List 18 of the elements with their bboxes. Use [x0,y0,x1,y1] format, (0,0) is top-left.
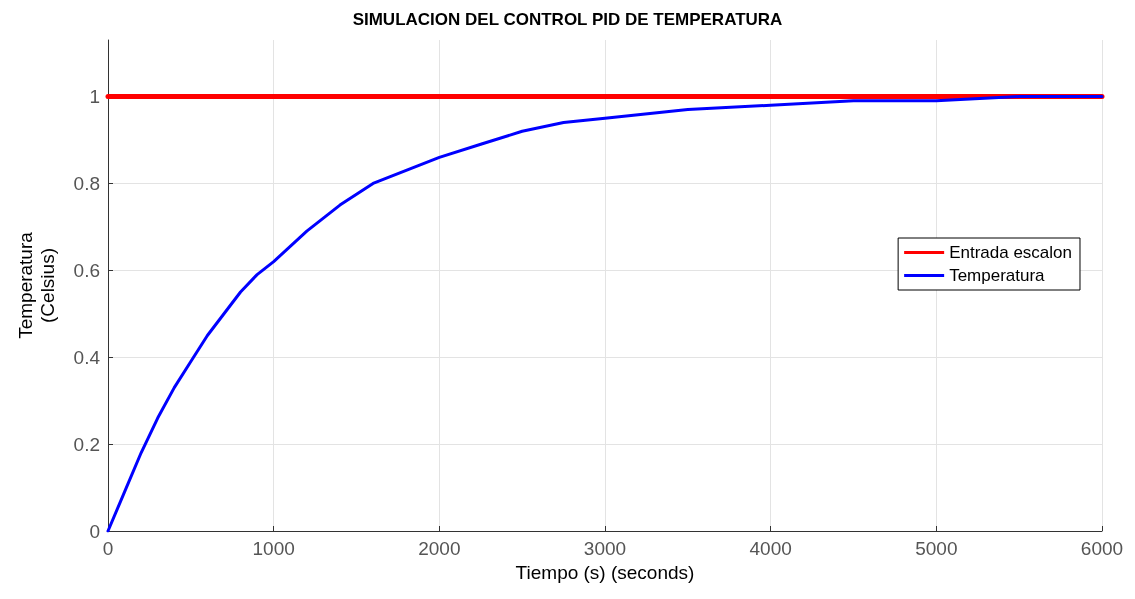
x-axis-title: Tiempo (s) (seconds) [515,562,695,583]
y-axis-title: Temperatura (Celsius) [14,231,58,339]
chart-title: SIMULACION DEL CONTROL PID DE TEMPERATURA [352,10,783,29]
legend-label: Temperatura [949,266,1046,285]
y-tick-label: 0 [89,520,100,542]
y-tick-label: 0.6 [73,259,100,281]
x-tick-label: 2000 [418,538,461,559]
x-tick-label: 3000 [583,538,627,559]
y-tick-label: 0.8 [73,172,100,194]
x-tick-label: 4000 [749,538,792,559]
x-tick-label: 1000 [252,538,295,559]
x-tick-label: 5000 [915,538,958,559]
legend-label: Entrada escalon [949,243,1073,262]
y-tick-label: 0.4 [73,346,101,368]
x-tick-label: 0 [102,538,114,559]
y-tick-label: 0.2 [73,433,100,455]
x-tick-label: 6000 [1080,538,1124,559]
y-tick-label: 1 [89,85,100,107]
